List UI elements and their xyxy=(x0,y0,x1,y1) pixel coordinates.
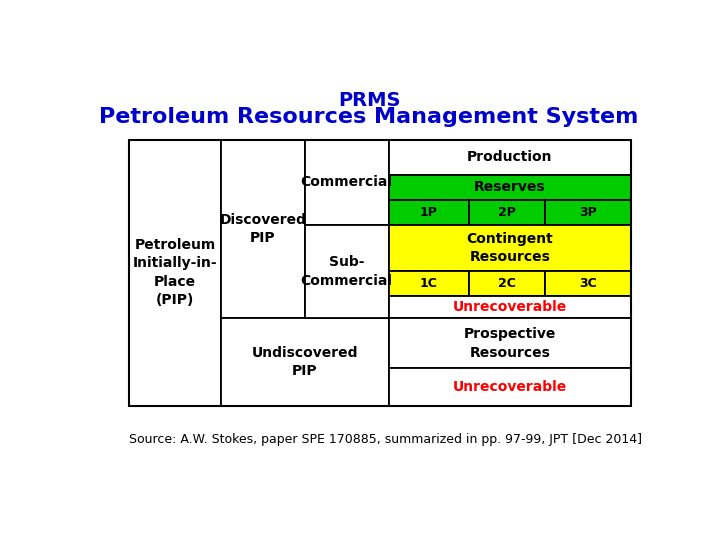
Bar xyxy=(389,175,631,200)
Text: Unrecoverable: Unrecoverable xyxy=(453,380,567,394)
Bar xyxy=(221,140,305,319)
Text: 3C: 3C xyxy=(579,276,597,289)
Bar xyxy=(389,319,631,368)
Text: Source: A.W. Stokes, paper SPE 170885, summarized in pp. 97-99, JPT [Dec 2014]: Source: A.W. Stokes, paper SPE 170885, s… xyxy=(129,433,642,446)
Text: PRMS: PRMS xyxy=(338,91,400,110)
Text: Sub-
Commercial: Sub- Commercial xyxy=(301,255,392,288)
Bar xyxy=(389,140,631,175)
Bar xyxy=(389,271,469,295)
Bar xyxy=(389,368,631,406)
Bar xyxy=(545,200,631,225)
Text: Reserves: Reserves xyxy=(474,180,546,194)
Text: Petroleum
Initially-in-
Place
(PIP): Petroleum Initially-in- Place (PIP) xyxy=(132,238,217,307)
Text: Contingent
Resources: Contingent Resources xyxy=(467,232,553,264)
Bar xyxy=(545,271,631,295)
Bar xyxy=(469,200,545,225)
Text: 3P: 3P xyxy=(579,206,597,219)
Bar xyxy=(221,319,389,406)
Bar xyxy=(305,225,389,319)
Text: Unrecoverable: Unrecoverable xyxy=(453,300,567,314)
Bar xyxy=(129,140,631,406)
Bar xyxy=(389,225,631,271)
Text: Petroleum Resources Management System: Petroleum Resources Management System xyxy=(99,107,639,127)
Bar xyxy=(469,271,545,295)
Bar xyxy=(305,140,389,225)
Text: 2P: 2P xyxy=(498,206,516,219)
Text: 2C: 2C xyxy=(498,276,516,289)
Text: 1P: 1P xyxy=(420,206,438,219)
Text: Commercial: Commercial xyxy=(301,176,392,189)
Text: Prospective
Resources: Prospective Resources xyxy=(464,327,556,360)
Text: 1C: 1C xyxy=(420,276,438,289)
Text: Production: Production xyxy=(467,150,553,164)
Bar xyxy=(389,200,469,225)
Bar xyxy=(129,140,221,406)
Text: Discovered
PIP: Discovered PIP xyxy=(220,213,307,245)
Bar xyxy=(389,295,631,319)
Text: Undiscovered
PIP: Undiscovered PIP xyxy=(251,346,358,379)
